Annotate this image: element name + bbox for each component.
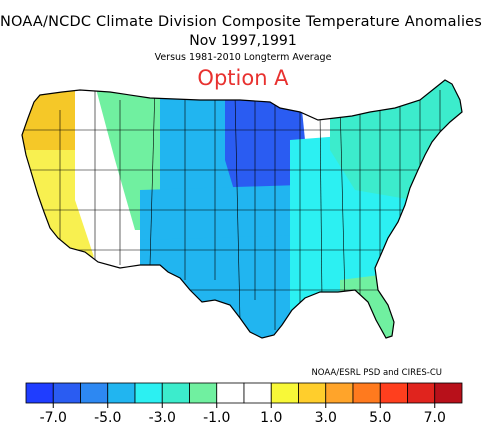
legend-tick-label: 5.0 xyxy=(369,410,391,426)
division-line xyxy=(234,94,241,321)
legend-tick-label: -1.0 xyxy=(203,410,230,426)
legend-swatch xyxy=(216,382,245,404)
legend-swatch xyxy=(52,382,81,404)
legend-tick-label: -5.0 xyxy=(94,410,121,426)
legend-swatch xyxy=(107,382,136,404)
region-northern-plains xyxy=(160,90,235,200)
legend-swatch xyxy=(25,382,54,404)
legend-swatch xyxy=(379,382,408,404)
legend-tick-label: 3.0 xyxy=(315,410,337,426)
map-period: Nov 1997,1991 xyxy=(189,33,297,49)
legend-tick-label: -7.0 xyxy=(40,410,67,426)
option-label: Option A xyxy=(197,66,289,90)
legend-swatch xyxy=(189,382,218,404)
legend-swatch xyxy=(298,382,327,404)
division-boundaries xyxy=(22,84,460,330)
legend-swatch xyxy=(80,382,109,404)
legend-swatch xyxy=(134,382,163,404)
division-line xyxy=(149,84,156,266)
legend-tick-label: 7.0 xyxy=(424,410,446,426)
division-line xyxy=(319,109,323,301)
division-line xyxy=(339,99,346,301)
legend-swatch xyxy=(325,382,354,404)
data-credit: NOAA/ESRL PSD and CIRES-CU xyxy=(311,368,442,378)
legend-swatch xyxy=(270,382,299,404)
legend-swatch xyxy=(407,382,436,404)
legend-tick-label: -3.0 xyxy=(149,410,176,426)
legend-swatch xyxy=(161,382,190,404)
region-upper-midwest xyxy=(225,90,310,210)
legend-swatch xyxy=(352,382,381,404)
map-baseline: Versus 1981-2010 Longterm Average xyxy=(154,52,332,63)
legend-swatch xyxy=(243,382,272,404)
legend-swatch xyxy=(434,382,463,404)
legend-tick-label: 1.0 xyxy=(260,410,282,426)
map-title: NOAA/NCDC Climate Division Composite Tem… xyxy=(0,14,486,30)
